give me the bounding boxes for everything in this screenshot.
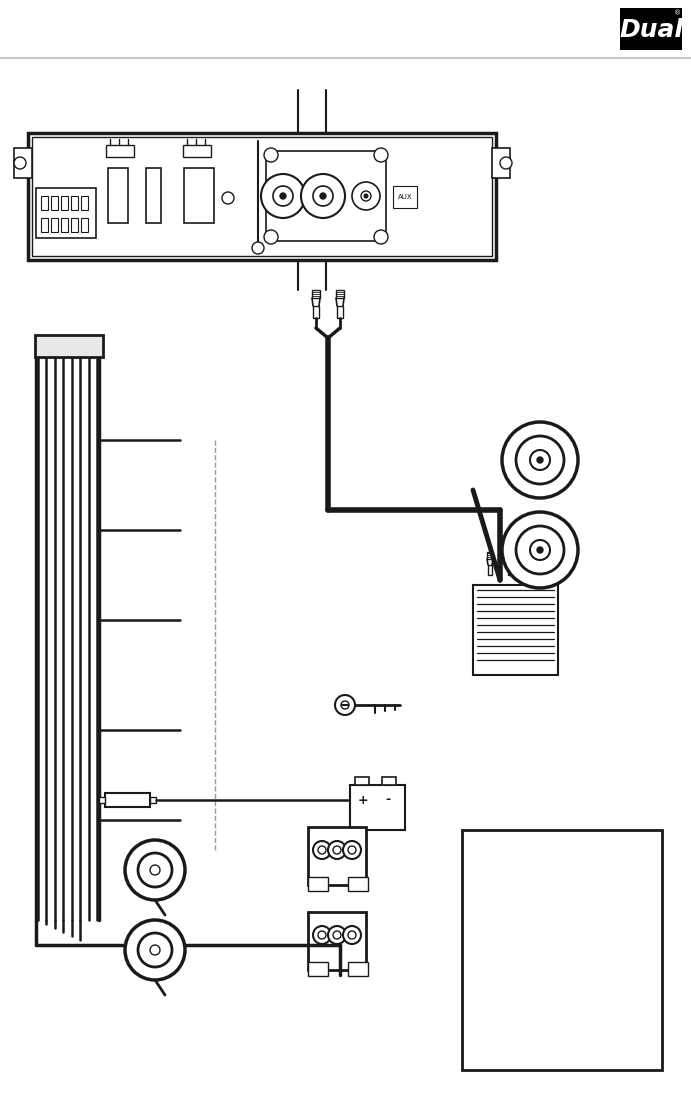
Circle shape — [318, 931, 326, 939]
Bar — [308, 877, 328, 891]
Bar — [184, 168, 214, 224]
Circle shape — [516, 436, 564, 484]
Circle shape — [530, 450, 550, 470]
Circle shape — [222, 192, 234, 204]
Circle shape — [530, 539, 550, 560]
Circle shape — [352, 182, 380, 210]
Circle shape — [301, 174, 345, 218]
Bar — [146, 168, 161, 224]
Bar — [462, 830, 662, 1070]
Circle shape — [313, 841, 331, 859]
Bar — [51, 196, 58, 210]
Circle shape — [280, 193, 286, 199]
Circle shape — [313, 186, 333, 206]
Circle shape — [150, 865, 160, 875]
Bar — [312, 290, 320, 298]
Text: -: - — [386, 794, 390, 807]
Circle shape — [537, 457, 543, 464]
Bar — [105, 793, 150, 807]
Circle shape — [261, 174, 305, 218]
Bar — [81, 196, 88, 210]
Bar — [473, 585, 558, 675]
Circle shape — [343, 841, 361, 859]
Bar — [183, 145, 211, 157]
Circle shape — [333, 846, 341, 854]
Bar — [61, 218, 68, 232]
Bar — [14, 148, 32, 178]
Bar — [382, 777, 396, 785]
Circle shape — [516, 526, 564, 574]
Bar — [308, 912, 366, 970]
Circle shape — [125, 840, 185, 900]
Circle shape — [320, 193, 326, 199]
Circle shape — [341, 701, 349, 709]
Circle shape — [328, 841, 346, 859]
Bar — [492, 148, 510, 178]
Bar — [41, 218, 48, 232]
Circle shape — [502, 422, 578, 498]
Bar — [71, 218, 78, 232]
Text: +: + — [358, 794, 368, 807]
Bar — [106, 145, 134, 157]
Circle shape — [333, 931, 341, 939]
Bar — [393, 186, 417, 208]
Bar — [620, 8, 682, 50]
Bar — [108, 168, 128, 224]
Bar — [41, 196, 48, 210]
Circle shape — [343, 926, 361, 944]
Bar — [508, 565, 512, 575]
Bar — [348, 877, 368, 891]
Circle shape — [138, 853, 172, 887]
Circle shape — [252, 242, 264, 254]
Bar — [266, 151, 386, 241]
Bar — [28, 133, 496, 260]
Circle shape — [14, 157, 26, 168]
Bar — [32, 137, 492, 257]
Bar — [355, 777, 369, 785]
Circle shape — [374, 230, 388, 244]
Circle shape — [348, 931, 356, 939]
Text: AUX: AUX — [398, 194, 413, 200]
Bar — [313, 306, 319, 318]
Bar — [350, 785, 405, 830]
Bar — [71, 196, 78, 210]
Bar — [488, 565, 492, 575]
Bar — [35, 335, 103, 357]
Circle shape — [318, 846, 326, 854]
Circle shape — [502, 512, 578, 588]
Circle shape — [500, 157, 512, 168]
Circle shape — [328, 926, 346, 944]
Circle shape — [150, 945, 160, 955]
Bar — [99, 797, 105, 803]
Circle shape — [273, 186, 293, 206]
Bar — [51, 218, 58, 232]
Text: ®: ® — [674, 10, 681, 17]
Bar — [150, 797, 156, 803]
Circle shape — [361, 190, 371, 201]
Bar — [337, 306, 343, 318]
Bar — [308, 827, 366, 885]
Circle shape — [313, 926, 331, 944]
Circle shape — [374, 148, 388, 162]
Bar — [308, 962, 328, 975]
Circle shape — [125, 920, 185, 980]
Circle shape — [138, 933, 172, 967]
Circle shape — [335, 695, 355, 715]
Bar — [61, 196, 68, 210]
Circle shape — [364, 194, 368, 198]
Circle shape — [264, 148, 278, 162]
Circle shape — [348, 846, 356, 854]
Bar — [487, 552, 493, 559]
Bar — [81, 218, 88, 232]
Bar — [507, 552, 513, 559]
Bar — [348, 962, 368, 975]
Circle shape — [264, 230, 278, 244]
Bar — [36, 188, 96, 238]
Text: Dual: Dual — [619, 18, 683, 42]
Circle shape — [537, 547, 543, 553]
Bar — [336, 290, 344, 298]
